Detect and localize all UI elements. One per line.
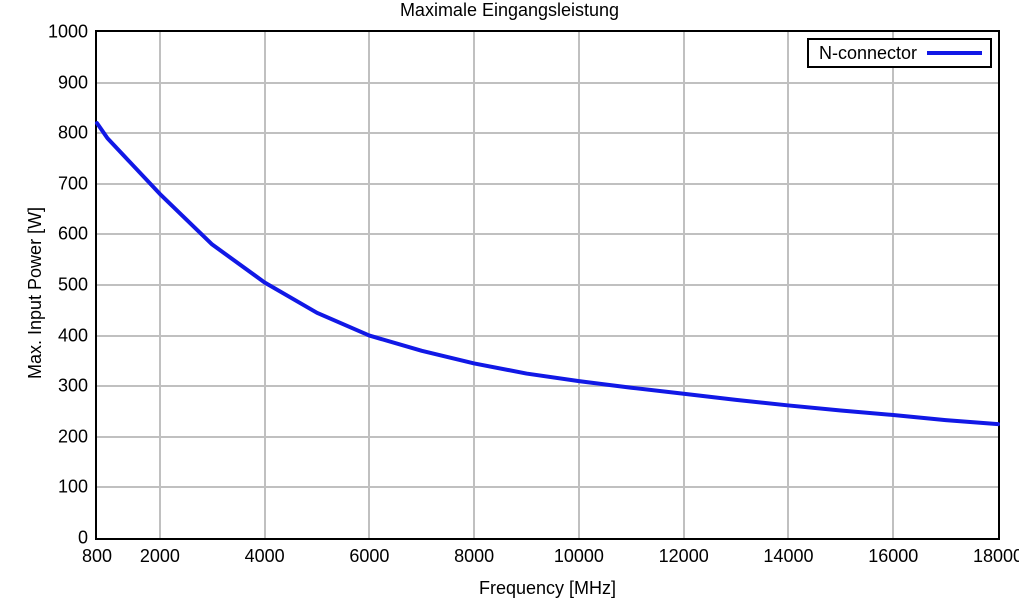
x-tick-label: 16000	[868, 546, 918, 567]
y-tick-label: 700	[33, 173, 88, 194]
y-tick-label: 100	[33, 477, 88, 498]
y-tick-label: 0	[33, 528, 88, 549]
x-tick-label: 8000	[454, 546, 494, 567]
y-tick-label: 900	[33, 72, 88, 93]
y-tick-label: 200	[33, 426, 88, 447]
y-tick-label: 500	[33, 275, 88, 296]
x-axis-label: Frequency [MHz]	[95, 578, 1000, 599]
x-tick-label: 4000	[245, 546, 285, 567]
y-tick-label: 400	[33, 325, 88, 346]
y-tick-label: 1000	[33, 22, 88, 43]
x-tick-label: 18000	[973, 546, 1019, 567]
chart-title: Maximale Eingangsleistung	[0, 0, 1019, 21]
power-vs-frequency-chart: Maximale Eingangsleistung Max. Input Pow…	[0, 0, 1019, 616]
x-tick-label: 800	[82, 546, 112, 567]
y-tick-label: 800	[33, 123, 88, 144]
y-tick-label: 300	[33, 376, 88, 397]
x-tick-label: 12000	[659, 546, 709, 567]
x-tick-label: 6000	[349, 546, 389, 567]
x-tick-label: 10000	[554, 546, 604, 567]
legend: N-connector	[807, 38, 992, 68]
legend-line-swatch	[927, 51, 982, 55]
x-tick-label: 2000	[140, 546, 180, 567]
legend-label: N-connector	[819, 43, 917, 64]
plot-area: N-connector	[95, 30, 1000, 540]
series-n-connector	[97, 123, 998, 424]
x-tick-label: 14000	[763, 546, 813, 567]
data-series-svg	[97, 32, 998, 538]
y-tick-label: 600	[33, 224, 88, 245]
